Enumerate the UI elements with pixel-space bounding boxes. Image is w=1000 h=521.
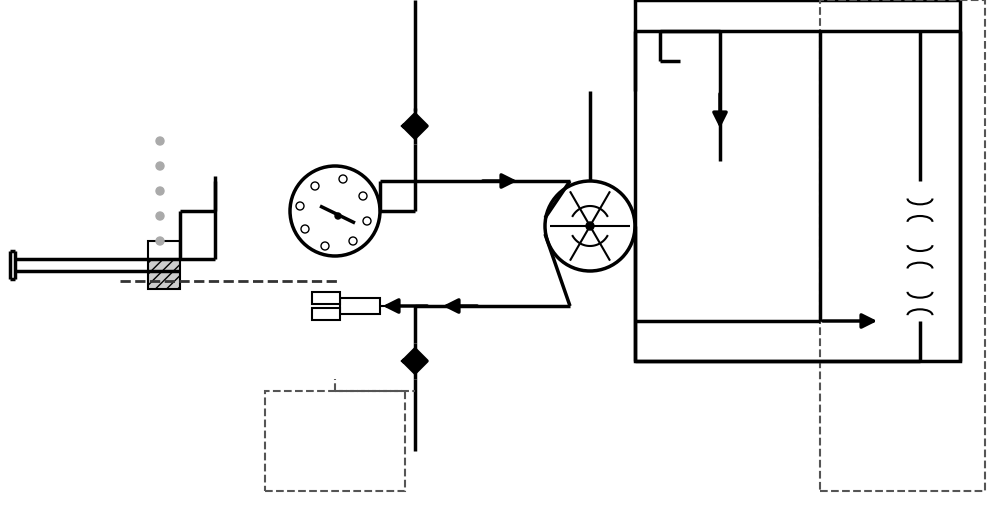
Circle shape	[311, 182, 319, 190]
Circle shape	[363, 217, 371, 225]
Bar	[635, 0, 960, 361]
Bar	[265, 391, 405, 491]
Polygon shape	[403, 126, 427, 138]
Bar	[312, 308, 340, 320]
Bar	[312, 292, 340, 304]
Circle shape	[156, 212, 164, 220]
Circle shape	[321, 242, 329, 250]
Circle shape	[156, 162, 164, 170]
Circle shape	[301, 225, 309, 233]
Circle shape	[359, 192, 367, 200]
Bar	[820, 0, 985, 491]
Polygon shape	[403, 349, 427, 361]
Circle shape	[156, 237, 164, 245]
Circle shape	[335, 213, 341, 219]
Polygon shape	[403, 114, 427, 126]
Circle shape	[349, 237, 357, 245]
Bar	[148, 241, 180, 259]
Circle shape	[156, 187, 164, 195]
Circle shape	[586, 222, 594, 230]
Circle shape	[296, 202, 304, 210]
Circle shape	[156, 137, 164, 145]
Circle shape	[545, 181, 635, 271]
Bar	[340, 298, 380, 314]
Circle shape	[339, 175, 347, 183]
Polygon shape	[403, 361, 427, 373]
Circle shape	[290, 166, 380, 256]
Bar	[148, 259, 180, 289]
